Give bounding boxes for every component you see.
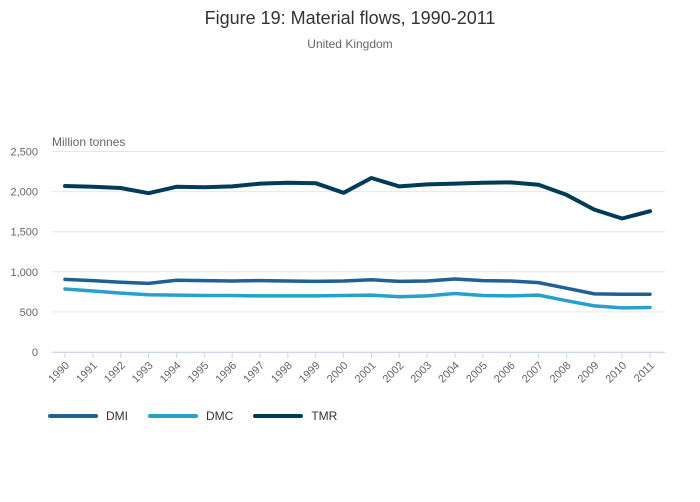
x-tick-label: 2007 [520,360,546,386]
y-tick-label: 1,500 [10,227,38,239]
x-tick-label: 2006 [492,360,518,386]
x-tick-label: 2009 [576,360,602,386]
legend-label: DMC [206,409,234,423]
x-tick-label: 2004 [436,360,462,386]
x-tick-label: 2008 [548,360,574,386]
series-tmr-line [63,176,652,221]
x-tick-label: 1990 [46,360,72,386]
y-tick-label: 2,500 [10,147,38,159]
x-axis: 1990 1991 1992 1993 1994 1995 1996 1997 1998 1999… [46,352,665,386]
legend-swatch-dmc [148,414,198,418]
y-tick-label: 500 [20,307,38,319]
y-tick-label: 2,000 [10,187,38,199]
y-tick-label: 0 [32,347,38,359]
x-tick-label: 1998 [269,360,295,386]
x-tick-label: 1997 [241,360,267,386]
y-axis-labels: 0 500 1,000 1,500 2,000 2,500 [10,147,38,360]
x-tick-label: 2000 [325,360,351,386]
legend-item-dmc[interactable]: DMC [148,409,233,423]
x-tick-label: 2003 [408,360,434,386]
x-tick-label: 2005 [464,360,490,386]
x-tick-label: 2011 [632,360,657,385]
legend-swatch-dmi [48,414,98,418]
chart-title: Figure 19: Material flows, 1990-2011 [204,8,496,28]
legend-item-dmi[interactable]: DMI [48,409,128,423]
y-gridlines [52,151,665,353]
x-tick-label: 1996 [213,360,239,386]
legend-label: TMR [311,409,338,423]
series-dmc-line [63,287,652,310]
x-tick-label: 2002 [381,360,407,386]
x-tick-label: 2010 [603,360,629,386]
y-tick-label: 1,000 [10,267,38,279]
chart-subtitle: United Kingdom [307,37,393,51]
legend-swatch-tmr [253,414,304,418]
x-tick-label: 1999 [297,360,323,386]
x-tick-label: 1991 [74,360,100,386]
x-tick-label: 1994 [158,360,184,386]
y-axis-title: Million tonnes [52,135,125,149]
chart-legend: DMI DMC TMR [48,409,357,423]
x-tick-label: 2001 [353,360,379,386]
x-tick-label: 1992 [102,360,128,386]
series-dmi-line [63,277,652,297]
legend-label: DMI [106,409,128,423]
legend-item-tmr[interactable]: TMR [253,409,337,423]
x-tick-label: 1995 [186,360,212,386]
x-tick-label: 1993 [130,360,156,386]
